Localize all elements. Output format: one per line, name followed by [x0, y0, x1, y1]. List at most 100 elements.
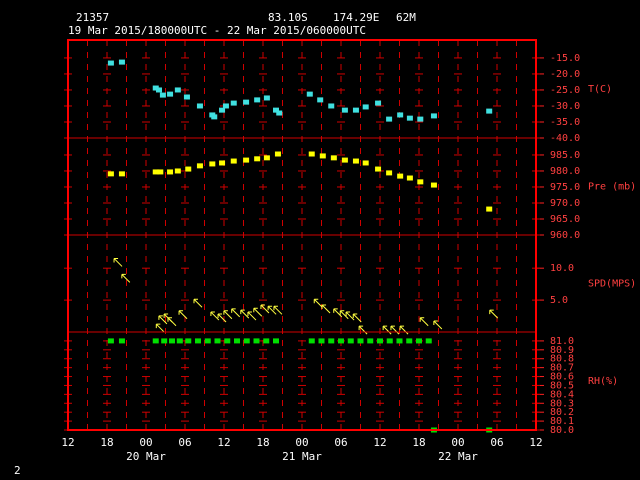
point: [341, 157, 348, 163]
point: [204, 338, 211, 344]
latitude: 83.10S: [268, 11, 308, 24]
point: [118, 171, 125, 177]
x-tick-label: 12: [61, 436, 74, 449]
wind-arrow: [333, 308, 343, 318]
point: [230, 158, 237, 164]
point: [352, 107, 359, 113]
wind-arrow: [210, 311, 220, 321]
point: [362, 104, 369, 110]
point: [308, 338, 315, 344]
y-tick-label: 80.7: [550, 363, 574, 374]
point: [357, 338, 364, 344]
point: [318, 338, 325, 344]
y-tick-label: 80.6: [550, 372, 574, 383]
footer: 2: [14, 464, 21, 477]
point: [486, 108, 493, 114]
point: [230, 100, 237, 106]
point: [375, 166, 382, 172]
point: [341, 107, 348, 113]
point: [107, 60, 114, 66]
point: [176, 338, 183, 344]
point: [152, 338, 159, 344]
point: [406, 115, 413, 121]
y-tick-label: 80.4: [550, 389, 574, 400]
day-label: 22 Mar: [438, 450, 478, 463]
wind-arrow: [247, 311, 257, 321]
x-tick-label: 12: [217, 436, 230, 449]
x-tick-label: 06: [334, 436, 347, 449]
point: [263, 95, 270, 101]
point: [219, 160, 226, 166]
point: [317, 97, 324, 103]
elevation: 62M: [396, 11, 416, 24]
point: [183, 94, 190, 100]
point: [196, 103, 203, 109]
point: [417, 179, 424, 185]
y-tick-label: 81.0: [550, 336, 574, 347]
point: [425, 338, 432, 344]
point: [273, 338, 279, 344]
y-axis-label: Pre (mb): [588, 182, 636, 193]
wind-arrow: [489, 309, 499, 319]
point: [486, 206, 493, 212]
point: [386, 116, 393, 122]
point: [243, 157, 250, 163]
y-tick-label: -35.0: [550, 117, 580, 128]
point: [254, 97, 261, 103]
wind-arrow: [253, 307, 263, 317]
point: [196, 163, 203, 169]
x-tick-label: 18: [100, 436, 113, 449]
point: [211, 114, 218, 120]
point: [330, 155, 337, 161]
point: [362, 160, 369, 166]
plot-frame: [67, 39, 537, 431]
wind-arrow: [158, 315, 168, 325]
x-tick-label: 06: [490, 436, 503, 449]
y-tick-label: 975.0: [550, 182, 580, 193]
point: [308, 151, 315, 157]
y-tick-label: 960.0: [550, 230, 580, 241]
point: [118, 59, 125, 65]
point: [174, 87, 181, 93]
point: [118, 338, 125, 344]
wind-arrow: [399, 325, 409, 335]
x-tick-label: 00: [295, 436, 308, 449]
y-tick-label: 10.0: [550, 263, 574, 274]
y-tick-label: 80.9: [550, 345, 574, 356]
wind-arrow: [273, 305, 283, 315]
y-tick-label: -20.0: [550, 69, 580, 80]
y-tick-label: 985.0: [550, 150, 580, 161]
longitude: 174.29E: [333, 11, 379, 24]
wind-arrow: [419, 317, 429, 327]
point: [328, 103, 335, 109]
point: [375, 100, 382, 106]
x-tick-label: 12: [373, 436, 386, 449]
y-tick-label: 970.0: [550, 198, 580, 209]
y-axis-label: RH(%): [588, 376, 618, 387]
y-tick-label: -15.0: [550, 53, 580, 64]
x-tick-label: 12: [529, 436, 542, 449]
point: [377, 338, 383, 344]
wind-arrow: [240, 309, 250, 319]
y-tick-label: -25.0: [550, 85, 580, 96]
point: [159, 92, 166, 98]
point: [263, 338, 270, 344]
x-tick-label: 06: [178, 436, 191, 449]
wind-arrow: [345, 311, 355, 321]
point: [347, 338, 354, 344]
point: [174, 168, 181, 174]
point: [152, 169, 159, 175]
point: [338, 338, 344, 344]
point: [397, 112, 404, 118]
wind-arrow: [167, 317, 177, 327]
point: [157, 169, 164, 175]
wind-arrow: [313, 298, 323, 308]
point: [167, 91, 174, 97]
point: [263, 155, 270, 161]
point: [214, 338, 221, 344]
point: [397, 173, 404, 179]
wind-arrow: [155, 323, 165, 333]
wind-arrow: [390, 325, 400, 335]
